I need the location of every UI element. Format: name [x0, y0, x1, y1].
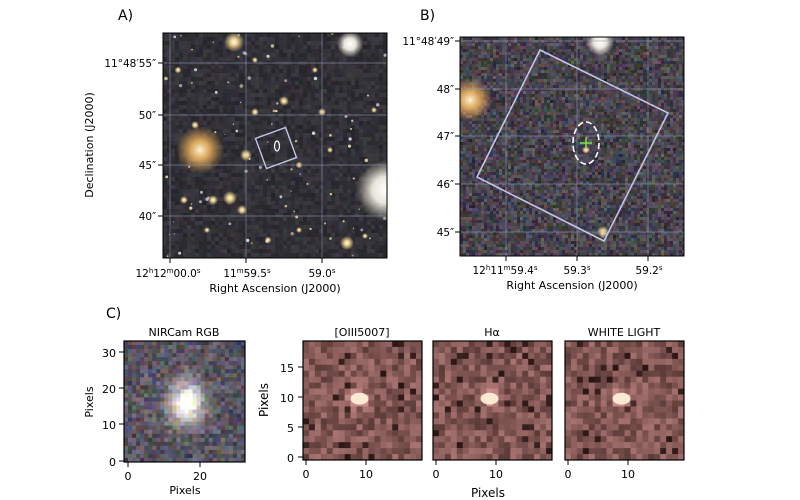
panel-b-grid: [460, 37, 684, 256]
panel-b-xtick: 59.3s: [563, 264, 590, 277]
cutout-xtick: 0: [125, 470, 132, 483]
panel-b-label: B): [420, 8, 435, 24]
maps-ytick: 5: [287, 422, 294, 435]
panel-a-ytick: 40″: [139, 211, 156, 223]
cutout-frame: [564, 340, 685, 461]
cutout-nircam-rgb: NIRCam RGB 0 10 20 30 0 20 Pixels Pixels: [83, 326, 246, 497]
cutout-rgb-pixels: [124, 341, 246, 463]
panel-a-ytick: 45″: [139, 160, 156, 172]
cutout-ytick: 0: [109, 456, 116, 469]
panel-a-target-marker: [273, 140, 281, 152]
cutout-frame: [432, 340, 553, 461]
maps-ylabel: Pixels: [257, 383, 271, 417]
panel-a-ytick: 50″: [139, 110, 156, 122]
maps-ytick: 10: [280, 392, 294, 405]
maps-ytick: 15: [280, 362, 294, 375]
cutout-map-pixels: [433, 341, 553, 461]
panel-a: A): [83, 8, 388, 295]
maps-xtick: 0: [303, 468, 310, 481]
maps-xtick: 10: [359, 468, 373, 481]
cutout-white-light: WHITE LIGHT: [564, 326, 685, 461]
maps-xtick: 10: [489, 468, 503, 481]
panel-b-ytick: 46″: [437, 179, 454, 191]
cutout-ytick: 10: [102, 419, 116, 432]
panel-a-xtick: 59.0s: [308, 267, 335, 280]
maps-ytick: 0: [287, 452, 294, 465]
cutout-title: [OIII5007]: [335, 326, 390, 339]
panel-a-label: A): [118, 8, 133, 24]
panel-b-ytick: 47″: [437, 131, 454, 143]
cutout-ytick: 20: [102, 383, 116, 396]
maps-ticks: [298, 366, 629, 465]
panel-b-zoom-box: [475, 48, 670, 243]
maps-xlabel: Pixels: [471, 486, 505, 500]
panel-b: B): [402, 8, 685, 292]
panel-a-sources: [174, 33, 387, 250]
panel-a-xlabel: Right Ascension (J2000): [209, 282, 340, 295]
panel-a-zoom-box: [254, 126, 298, 170]
panel-a-frame: [162, 32, 388, 259]
panel-b-ytick: 45″: [437, 227, 454, 239]
panel-a-ytick: 11°48′55″: [104, 58, 156, 70]
panel-b-xtick: 59.2s: [635, 264, 662, 277]
panel-a-ylabel: Declination (J2000): [83, 92, 96, 198]
cutout-xlabel: Pixels: [169, 484, 200, 497]
panel-b-target-ellipse: [572, 121, 600, 165]
panel-b-ytick: 11°48′49″: [402, 36, 454, 48]
cutout-frame: [123, 340, 246, 463]
maps-xtick: 0: [565, 468, 572, 481]
panel-c-label: C): [106, 306, 121, 322]
maps-xtick: 10: [621, 468, 635, 481]
cutout-map-pixels: [565, 341, 685, 461]
cutout-map-pixels: [303, 341, 423, 461]
panel-b-xtick: 12h11m59.4s: [472, 264, 537, 277]
panel-b-ytick: 48″: [437, 84, 454, 96]
panel-b-centroid-cross: [580, 137, 592, 149]
cutout-halpha: Hα: [432, 326, 553, 461]
panel-a-xtick: 12h12m00.0s: [135, 267, 200, 280]
cutout-title: Hα: [484, 326, 500, 339]
cutout-xtick: 20: [193, 470, 207, 483]
panel-c: C) NIRCam RGB 0 10 20 30 0 20 Pixels Pix…: [83, 306, 685, 500]
panel-a-xtick: 11m59.5s: [223, 267, 271, 280]
panel-a-ticks: [158, 62, 323, 263]
panel-b-ticks: [455, 40, 649, 261]
cutout-ytick: 30: [102, 347, 116, 360]
cutout-title: NIRCam RGB: [149, 326, 220, 339]
panel-b-frame: [459, 36, 685, 257]
cutout-ylabel: Pixels: [83, 386, 96, 417]
cutout-oiii: [OIII5007]: [302, 326, 423, 461]
cutout-frame: [302, 340, 423, 461]
cutout-title: WHITE LIGHT: [588, 326, 661, 339]
maps-xtick: 0: [433, 468, 440, 481]
panel-b-xlabel: Right Ascension (J2000): [506, 279, 637, 292]
